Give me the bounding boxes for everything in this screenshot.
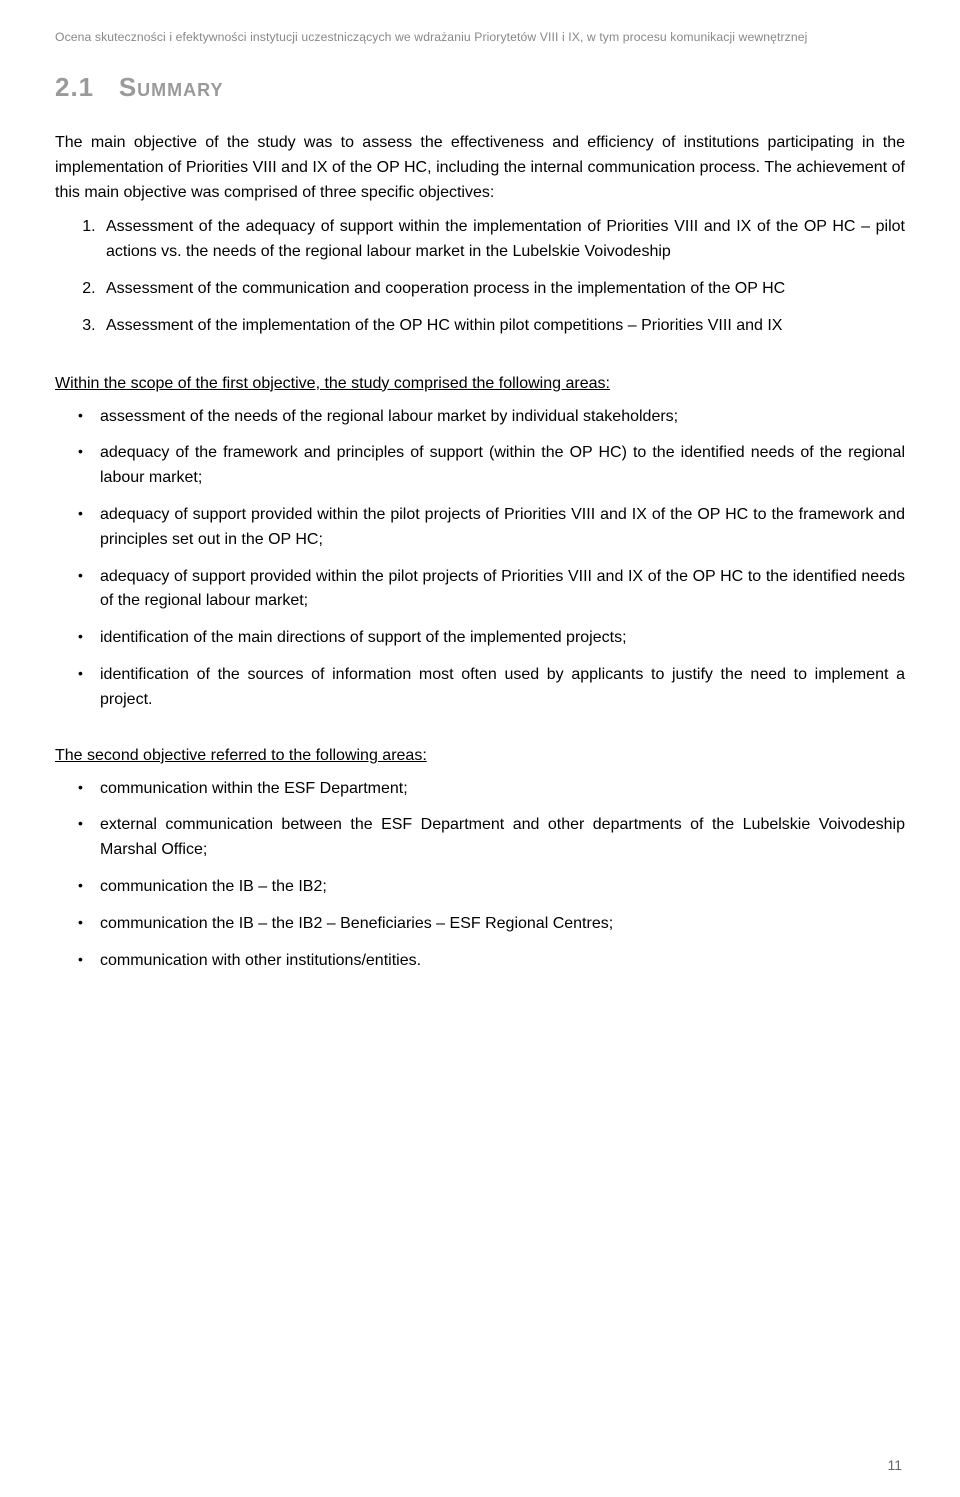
list-item: adequacy of support provided within the … (100, 503, 905, 553)
running-header: Ocena skuteczności i efektywności instyt… (55, 30, 905, 44)
section-heading: 2.1 Summary (55, 72, 905, 103)
section-title: Summary (119, 72, 224, 102)
document-page: Ocena skuteczności i efektywności instyt… (0, 0, 960, 1497)
list-item: communication within the ESF Department; (100, 777, 905, 802)
list-item: Assessment of the communication and coop… (100, 277, 905, 302)
list-item: communication the IB – the IB2; (100, 875, 905, 900)
page-number: 11 (887, 1457, 902, 1473)
first-objective-list: assessment of the needs of the regional … (55, 405, 905, 713)
list-item: communication with other institutions/en… (100, 949, 905, 974)
list-item: Assessment of the adequacy of support wi… (100, 215, 905, 265)
section-number: 2.1 (55, 72, 94, 102)
second-objective-heading: The second objective referred to the fol… (55, 747, 905, 765)
objectives-list: Assessment of the adequacy of support wi… (55, 215, 905, 338)
list-item: assessment of the needs of the regional … (100, 405, 905, 430)
first-objective-heading: Within the scope of the first objective,… (55, 375, 905, 393)
list-item: adequacy of the framework and principles… (100, 441, 905, 491)
list-item: identification of the sources of informa… (100, 663, 905, 713)
list-item: communication the IB – the IB2 – Benefic… (100, 912, 905, 937)
list-item: Assessment of the implementation of the … (100, 314, 905, 339)
list-item: adequacy of support provided within the … (100, 565, 905, 615)
list-item: external communication between the ESF D… (100, 813, 905, 863)
second-objective-list: communication within the ESF Department;… (55, 777, 905, 974)
list-item: identification of the main directions of… (100, 626, 905, 651)
intro-paragraph: The main objective of the study was to a… (55, 131, 905, 205)
